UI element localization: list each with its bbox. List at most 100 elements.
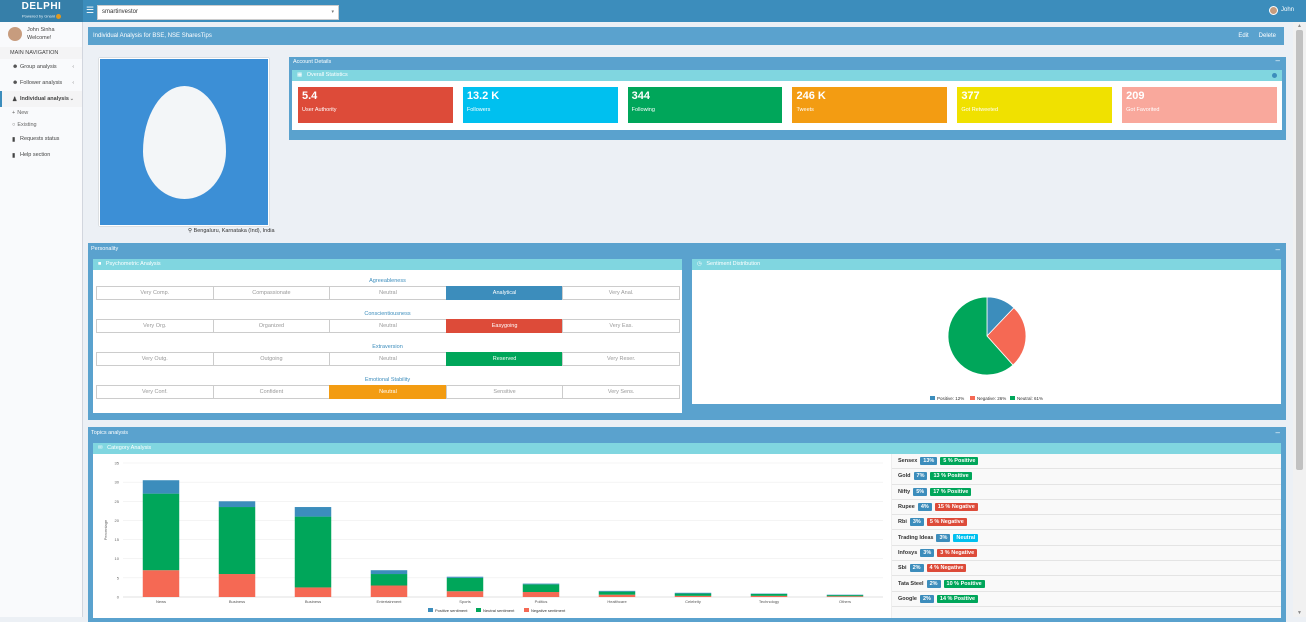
topic-share-badge: 2% [927,580,941,588]
sidebar-subitem-new[interactable]: + New [0,107,82,119]
topic-name: Infosys [898,550,917,556]
topic-name: Tata Steel [898,581,924,587]
stat-value: 344 [632,90,779,103]
sidebar-item-label: Individual analysis [20,96,70,102]
sidebar-toggle-icon[interactable]: ☰ [86,6,94,15]
account-select[interactable]: smartinvestor ▾ [97,5,339,20]
brand-subtitle: Powered by Gnani [0,14,83,19]
page-title: Individual Analysis for BSE, NSE SharesT… [93,33,212,39]
trait-option[interactable]: Easygoing [446,319,564,333]
sidebar-item-label: Help section [20,152,74,158]
edit-button[interactable]: Edit [1238,27,1248,45]
topic-name: Nifty [898,489,910,495]
y-tick-label: 15 [115,537,120,542]
legend-swatch [476,608,481,612]
collapse-minus-icon[interactable]: – [1276,427,1280,439]
circle-icon: ○ [12,122,15,128]
topic-name: Gold [898,473,911,479]
trait-option[interactable]: Very Conf. [96,385,214,399]
trait-option[interactable]: Very Reser. [562,352,680,366]
collapse-minus-icon[interactable]: – [1276,57,1280,65]
sidebar-subitem-existing[interactable]: ○ Existing [0,119,82,131]
bar-segment [447,578,483,591]
topic-name: Sensex [898,458,917,464]
sidebar-item-label: Follower analysis [20,80,72,86]
user-menu[interactable]: John [1269,5,1294,15]
trait-option[interactable]: Very Outg. [96,352,214,366]
topic-name: Rbi [898,519,907,525]
sidebar-item-label: Requests status [20,136,74,142]
sidebar-user-greeting: Welcome! [27,34,55,42]
trait-option[interactable]: Reserved [446,352,564,366]
overall-statistics-title: Overall Statistics [307,72,348,78]
stat-value: 246 K [796,90,943,103]
trait-option[interactable]: Very Org. [96,319,214,333]
x-tick-label: Business [229,599,245,604]
brand-title: DELPHI [0,0,83,14]
scrollbar-thumb[interactable] [1296,30,1303,470]
trait-option[interactable]: Sensitive [446,385,564,399]
bar-segment [371,586,407,597]
main-content: Individual Analysis for BSE, NSE SharesT… [83,22,1293,617]
trait-option[interactable]: Compassionate [213,286,331,300]
brand-logo[interactable]: DELPHI Powered by Gnani [0,0,83,22]
scroll-down-icon[interactable]: ▼ [1297,610,1302,616]
trait-option[interactable]: Confident [213,385,331,399]
user-menu-name: John [1281,5,1294,15]
x-tick-label: News [156,599,166,604]
delete-button[interactable]: Delete [1259,27,1276,45]
stat-value: 5.4 [302,90,449,103]
info-icon[interactable] [1272,73,1277,78]
sidebar-item-group-analysis[interactable]: ☻ Group analysis ‹ [0,59,82,75]
page-scrollbar[interactable]: ▲ ▼ [1293,22,1306,617]
topic-name: Google [898,596,917,602]
trait-option[interactable]: Neutral [329,385,447,399]
topic-sentiment-badge: 15 % Negative [935,503,978,511]
trait-option[interactable]: Very Sens. [562,385,680,399]
bar-segment [675,593,711,594]
collapse-minus-icon[interactable]: – [1276,243,1280,256]
trait-option[interactable]: Neutral [329,352,447,366]
trait-name: Agreeableness [93,277,682,286]
personality-panel: Personality – ■ Psychometric Analysis Ag… [88,243,1286,420]
bar-segment [447,591,483,597]
trait-option[interactable]: Neutral [329,286,447,300]
trait-option[interactable]: Very Eas. [562,319,680,333]
trait-option[interactable]: Very Comp. [96,286,214,300]
y-tick-label: 35 [115,461,120,466]
sidebar-item-requests-status[interactable]: ▮ Requests status [0,131,82,147]
bar-segment [599,595,635,597]
book-icon: ▮ [12,152,20,159]
legend-swatch [970,396,975,400]
trait-option[interactable]: Analytical [446,286,564,300]
sidebar-item-individual-analysis[interactable]: ♟ Individual analysis ⌄ [0,91,82,107]
topic-sentiment-badge: 3 % Negative [937,549,977,557]
trait-option[interactable]: Very Anal. [562,286,680,300]
comments-icon: ✉ [98,445,103,451]
trait-option[interactable]: Organized [213,319,331,333]
trait-option[interactable]: Neutral [329,319,447,333]
sidebar-item-follower-analysis[interactable]: ☻ Follower analysis ‹ [0,75,82,91]
stat-label: Got Favorited [1126,107,1273,113]
scroll-up-icon[interactable]: ▲ [1297,23,1302,29]
sidebar-section-title: MAIN NAVIGATION [0,47,82,59]
stat-label: User Authority [302,107,449,113]
sidebar-item-help-section[interactable]: ▮ Help section [0,147,82,163]
sentiment-distribution-header: ◷ Sentiment Distribution [692,259,1281,270]
trait-option[interactable]: Outgoing [213,352,331,366]
